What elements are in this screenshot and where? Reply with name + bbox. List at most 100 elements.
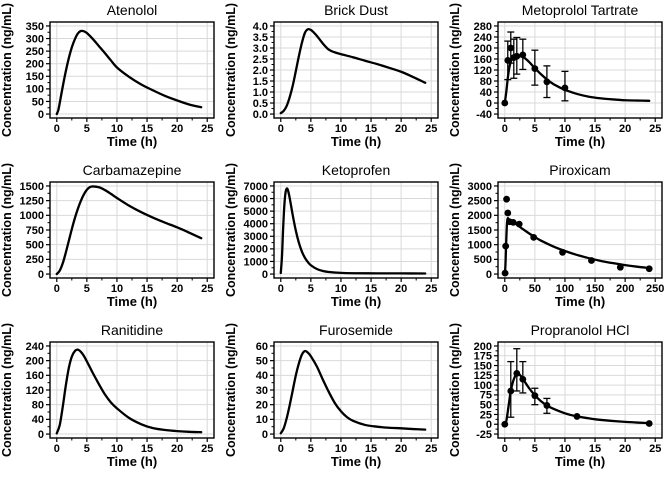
x-tick-label: 0 <box>278 443 284 455</box>
y-tick-label: 1500 <box>20 181 44 193</box>
y-tick-label: 1000 <box>20 210 44 222</box>
x-tick-label: 0 <box>54 443 60 455</box>
x-tick-label: 25 <box>425 283 437 295</box>
data-point <box>645 420 653 427</box>
plot-ranitidine: 0 5 10 15 20 25 0 40 80 120 160 200 240 <box>26 341 215 455</box>
x-tick-label: 15 <box>365 443 377 455</box>
x-tick-label: 100 <box>556 283 574 295</box>
x-tick-label: 20 <box>171 283 183 295</box>
y-tick-label: 240 <box>26 341 44 353</box>
y-tick-label: 0.5 <box>253 98 268 110</box>
panel-ranitidine: Concentration (ng/mL) Ranitidine 0 5 10 15 2… <box>0 320 224 480</box>
y-tick-label: 3000 <box>468 181 492 193</box>
x-tick-label: 15 <box>141 443 153 455</box>
y-tick-label: 160 <box>474 54 492 66</box>
x-tick-label: 10 <box>559 123 571 135</box>
y-tick-label: 300 <box>26 33 44 45</box>
data-point <box>513 52 521 60</box>
y-tick-label: 5000 <box>244 206 268 218</box>
data-point <box>559 248 566 256</box>
y-tick-label: 2500 <box>468 195 492 207</box>
x-tick-label: 15 <box>589 443 601 455</box>
y-tick-label: 150 <box>474 360 492 372</box>
y-tick-label: 0 <box>486 419 492 431</box>
x-tick-label: 250 <box>646 283 664 295</box>
data-point <box>504 56 512 64</box>
y-tick-label: 3000 <box>244 231 268 243</box>
y-tick-label: 1250 <box>20 195 44 207</box>
panel-border <box>49 21 215 119</box>
y-tick-label: 200 <box>474 43 492 55</box>
y-tick-label: 0 <box>262 269 268 281</box>
x-tick-label: 20 <box>395 443 407 455</box>
x-tick-label: 15 <box>365 123 377 135</box>
y-tick-label: 3.5 <box>253 32 268 44</box>
x-tick-label: 15 <box>365 283 377 295</box>
plot-furosemide: 0 5 10 15 20 25 0 10 20 30 40 50 60 <box>256 341 439 455</box>
panel-title: Ranitidine <box>100 322 164 338</box>
data-point <box>501 269 509 277</box>
y-tick-label: 250 <box>26 254 44 266</box>
x-tick-label: 25 <box>649 443 661 455</box>
y-tick-label: 240 <box>474 32 492 44</box>
data-point <box>543 402 551 409</box>
x-tick-label: 200 <box>616 283 634 295</box>
y-tick-label: 350 <box>26 21 44 33</box>
x-tick-label: 0 <box>54 283 60 295</box>
panel-border <box>273 341 439 439</box>
x-tick-label: 10 <box>111 123 123 135</box>
y-tick-label: 0 <box>38 109 44 121</box>
concentration-curve <box>279 349 427 435</box>
panel-border <box>497 181 663 279</box>
x-axis-title: Time (h) <box>330 134 382 149</box>
panel-atenolol: Concentration (ng/mL) Atenolol 0 5 10 15 20 2… <box>0 0 224 160</box>
x-tick-label: 10 <box>335 283 347 295</box>
y-tick-label: 150 <box>26 71 44 83</box>
y-tick-label: 1500 <box>468 225 492 237</box>
x-axis-title: Time (h) <box>106 294 158 309</box>
y-tick-label: 0 <box>486 269 492 281</box>
y-tick-label: 2000 <box>244 244 268 256</box>
y-tick-label: 100 <box>26 84 44 96</box>
panel-carbamazepine: Concentration (ng/mL) Carbamazepine 0 5 10… <box>0 160 224 320</box>
data-point <box>530 233 538 241</box>
x-axis-title: Time (h) <box>106 134 158 149</box>
panel-title: Propranolol HCl <box>530 322 630 338</box>
x-tick-label: 5 <box>308 283 314 295</box>
x-tick-label: 0 <box>54 123 60 135</box>
x-tick-label: 10 <box>335 123 347 135</box>
x-tick-label: 20 <box>619 123 631 135</box>
y-tick-label: -40 <box>476 109 492 121</box>
data-point <box>501 420 509 428</box>
concentration-curve <box>55 348 203 435</box>
panel-brick-dust: Concentration (ng/mL) Brick Dust 0 5 10 15 2… <box>224 0 448 160</box>
x-tick-label: 10 <box>111 443 123 455</box>
data-point <box>507 44 515 52</box>
panel-border <box>273 21 439 119</box>
x-tick-label: 25 <box>201 443 213 455</box>
x-tick-label: 10 <box>559 443 571 455</box>
y-tick-label: 0 <box>486 98 492 110</box>
y-tick-label: 80 <box>480 76 492 88</box>
data-point <box>509 218 517 226</box>
data-point <box>504 209 512 217</box>
panel-title: Metoprolol Tartrate <box>521 2 639 18</box>
data-point <box>503 195 510 203</box>
panel-ketoprofen: Concentration (ng/mL) Ketoprofen 0 5 10 15 2… <box>224 160 448 320</box>
x-tick-label: 15 <box>141 123 153 135</box>
data-point <box>645 265 653 273</box>
panel-border <box>49 341 215 439</box>
data-point <box>531 65 539 73</box>
x-tick-label: 20 <box>171 443 183 455</box>
x-tick-label: 5 <box>532 123 538 135</box>
x-tick-label: 5 <box>84 283 90 295</box>
y-tick-label: 100 <box>474 380 492 392</box>
data-point <box>519 51 527 59</box>
y-tick-label: 6000 <box>244 193 268 205</box>
data-point <box>502 242 510 250</box>
